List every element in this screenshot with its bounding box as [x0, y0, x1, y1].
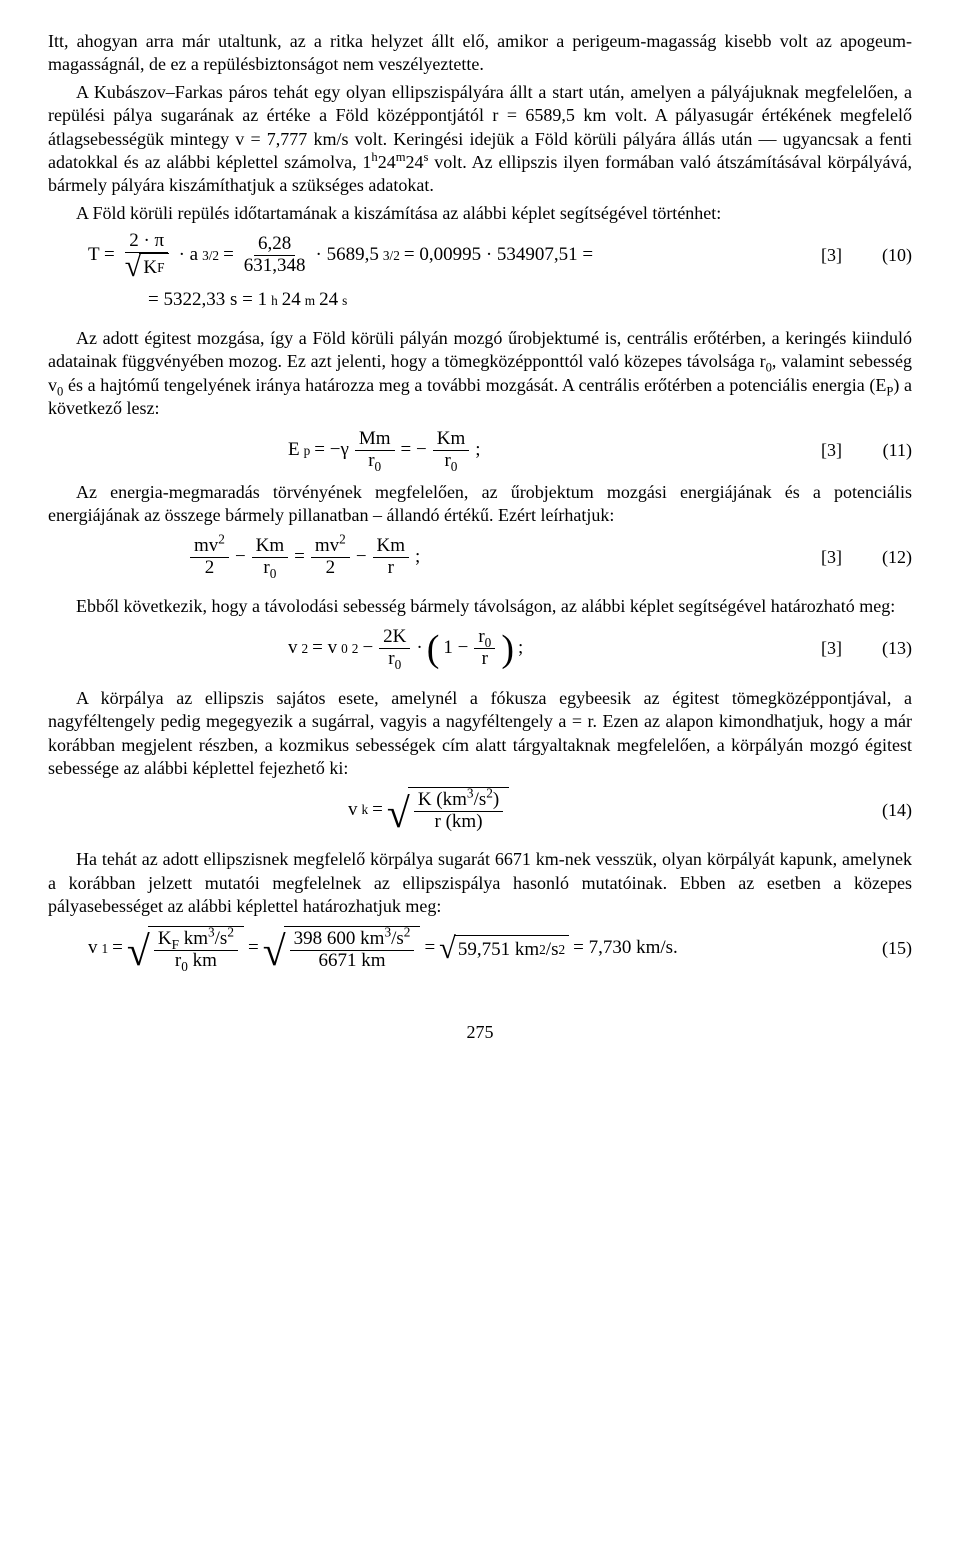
eq13-ref: [3]: [772, 637, 842, 660]
equation-12-body: mv2 2 − Km r0 = mv2 2 − Km r ;: [188, 536, 420, 579]
equation-13-body: v2 = v02 − 2K r0 · ( 1 − r0 r ) ;: [288, 627, 523, 670]
eq10l2-b: 24: [282, 288, 301, 313]
eq11-mid: = −: [401, 438, 427, 463]
eq13-rparen: ): [501, 636, 514, 663]
eq15-sqrt3: 59,751 km2/s2: [439, 935, 569, 963]
eq10-mid3: · 5689,5: [316, 243, 379, 268]
equation-15-body: v1 = KF km3/s2 r0 km = 398 600 km3/s2 66…: [88, 926, 842, 972]
eq11-f1den: r0: [364, 451, 385, 472]
equation-15: v1 = KF km3/s2 r0 km = 398 600 km3/s2 66…: [88, 925, 912, 973]
eq13-num: (13): [842, 637, 912, 660]
eq15-mid1: =: [248, 936, 259, 961]
paragraph-6: Ebből következik, hogy a távolodási sebe…: [48, 595, 912, 618]
eq12-num: (12): [842, 546, 912, 569]
equation-10-line2: = 5322,33 s = 1h24m24s: [148, 288, 912, 313]
eq13-dot: ·: [416, 636, 422, 661]
eq10-ref: [3]: [772, 244, 842, 267]
paragraph-2: A Kubászov–Farkas páros tehát egy olyan …: [48, 81, 912, 198]
eq14-sqrt: K (km3/s2) r (km): [387, 787, 509, 833]
sup-m: m: [396, 150, 406, 164]
eq12-tail: ;: [415, 545, 420, 570]
eq14-num: (14): [842, 799, 912, 822]
eq12-ref: [3]: [772, 546, 842, 569]
page-number: 275: [48, 1021, 912, 1044]
paragraph-5: Az energia-megmaradás törvényének megfel…: [48, 481, 912, 528]
eq12-f1: mv2 2: [188, 536, 231, 579]
eq11-num: (11): [842, 439, 912, 462]
eq15-num: (15): [842, 937, 912, 960]
equation-12: mv2 2 − Km r0 = mv2 2 − Km r ; [3] (12): [88, 533, 912, 581]
eq11-f2den: r0: [440, 451, 461, 472]
equation-10: T = 2 · π KF · a3/2 = 6,28 631,348 · 568…: [88, 231, 912, 280]
eq10-frac2: 6,28 631,348: [238, 234, 312, 277]
eq11-f2num: Km: [433, 429, 470, 451]
paragraph-1: Itt, ahogyan arra már utaltunk, az a rit…: [48, 30, 912, 77]
eq12-minus1: −: [235, 545, 246, 570]
eq10-lhs: T =: [88, 243, 115, 268]
equation-11-body: Ep = −γ Mm r0 = − Km r0 ;: [288, 429, 481, 472]
equation-10-body: T = 2 · π KF · a3/2 = 6,28 631,348 · 568…: [88, 231, 772, 280]
paragraph-4: Az adott égitest mozgása, így a Föld kör…: [48, 327, 912, 421]
eq15-mid2: =: [424, 936, 435, 961]
eq10-frac1-den: KF: [121, 253, 173, 280]
eq15-sqrt2: 398 600 km3/s2 6671 km: [263, 926, 421, 972]
eq15-eq: =: [112, 936, 123, 961]
equation-11: Ep = −γ Mm r0 = − Km r0 ; [3] (11): [88, 427, 912, 475]
eq11-frac2: Km r0: [431, 429, 472, 472]
eq11-ref: [3]: [772, 439, 842, 462]
eq10-mid1: · a: [179, 243, 199, 268]
eq13-tail: ;: [518, 636, 523, 661]
eq12-f3: mv2 2: [309, 536, 352, 579]
eq12-f2: Km r0: [250, 536, 291, 579]
eq13-one: 1 −: [443, 636, 468, 661]
eq10l2-a: = 5322,33 s = 1: [148, 288, 267, 313]
eq12-eq: =: [294, 545, 305, 570]
eq15-lhs: v: [88, 936, 98, 961]
eq14-frac: K (km3/s2) r (km): [412, 790, 505, 833]
equation-14-body: vk = K (km3/s2) r (km): [348, 787, 509, 833]
eq15-sqrt1: KF km3/s2 r0 km: [127, 926, 244, 972]
eq13-frac: 2K r0: [377, 627, 412, 670]
eq14-eq: =: [372, 798, 383, 823]
paragraph-8: Ha tehát az adott ellipszisnek megfelelő…: [48, 848, 912, 918]
eq12-minus2: −: [356, 545, 367, 570]
eq10-frac2-den: 631,348: [240, 256, 310, 277]
equation-13: v2 = v02 − 2K r0 · ( 1 − r0 r ) ; [3] (1…: [88, 625, 912, 673]
eq13-lhs: v: [288, 636, 298, 661]
eq10-mid4: = 0,00995 · 534907,51 =: [404, 243, 593, 268]
paragraph-3: A Föld körüli repülés időtartamának a ki…: [48, 202, 912, 225]
eq12-f4: Km r: [371, 536, 412, 579]
eq11-eq: = −γ: [314, 438, 349, 463]
eq11-frac1: Mm r0: [353, 429, 397, 472]
eq11-lhs: E: [288, 438, 300, 463]
eq10-frac2-num: 6,28: [254, 234, 295, 256]
eq13-lparen: (: [427, 636, 440, 663]
paragraph-7: A körpálya az ellipszis sajátos esete, a…: [48, 687, 912, 781]
eq13-frac2: r0 r: [472, 627, 497, 670]
eq10l2-c: 24: [319, 288, 338, 313]
eq10-mid2: =: [223, 243, 234, 268]
eq10-num: (10): [842, 244, 912, 267]
eq14-lhs: v: [348, 798, 358, 823]
eq11-tail: ;: [475, 438, 480, 463]
eq11-f1num: Mm: [355, 429, 395, 451]
equation-14: vk = K (km3/s2) r (km) (14): [88, 786, 912, 834]
p2-text-b: 24: [378, 152, 396, 172]
p2-text-c: 24: [406, 152, 424, 172]
eq13-eq: = v: [312, 636, 337, 661]
eq13-minus: −: [362, 636, 373, 661]
p4-c: és a hajtómű tengelyének iránya határozz…: [63, 375, 886, 395]
eq10-sqrt: KF: [125, 253, 169, 280]
eq10-frac1: 2 · π KF: [119, 231, 175, 280]
eq15-tail: = 7,730 km/s.: [573, 936, 678, 961]
